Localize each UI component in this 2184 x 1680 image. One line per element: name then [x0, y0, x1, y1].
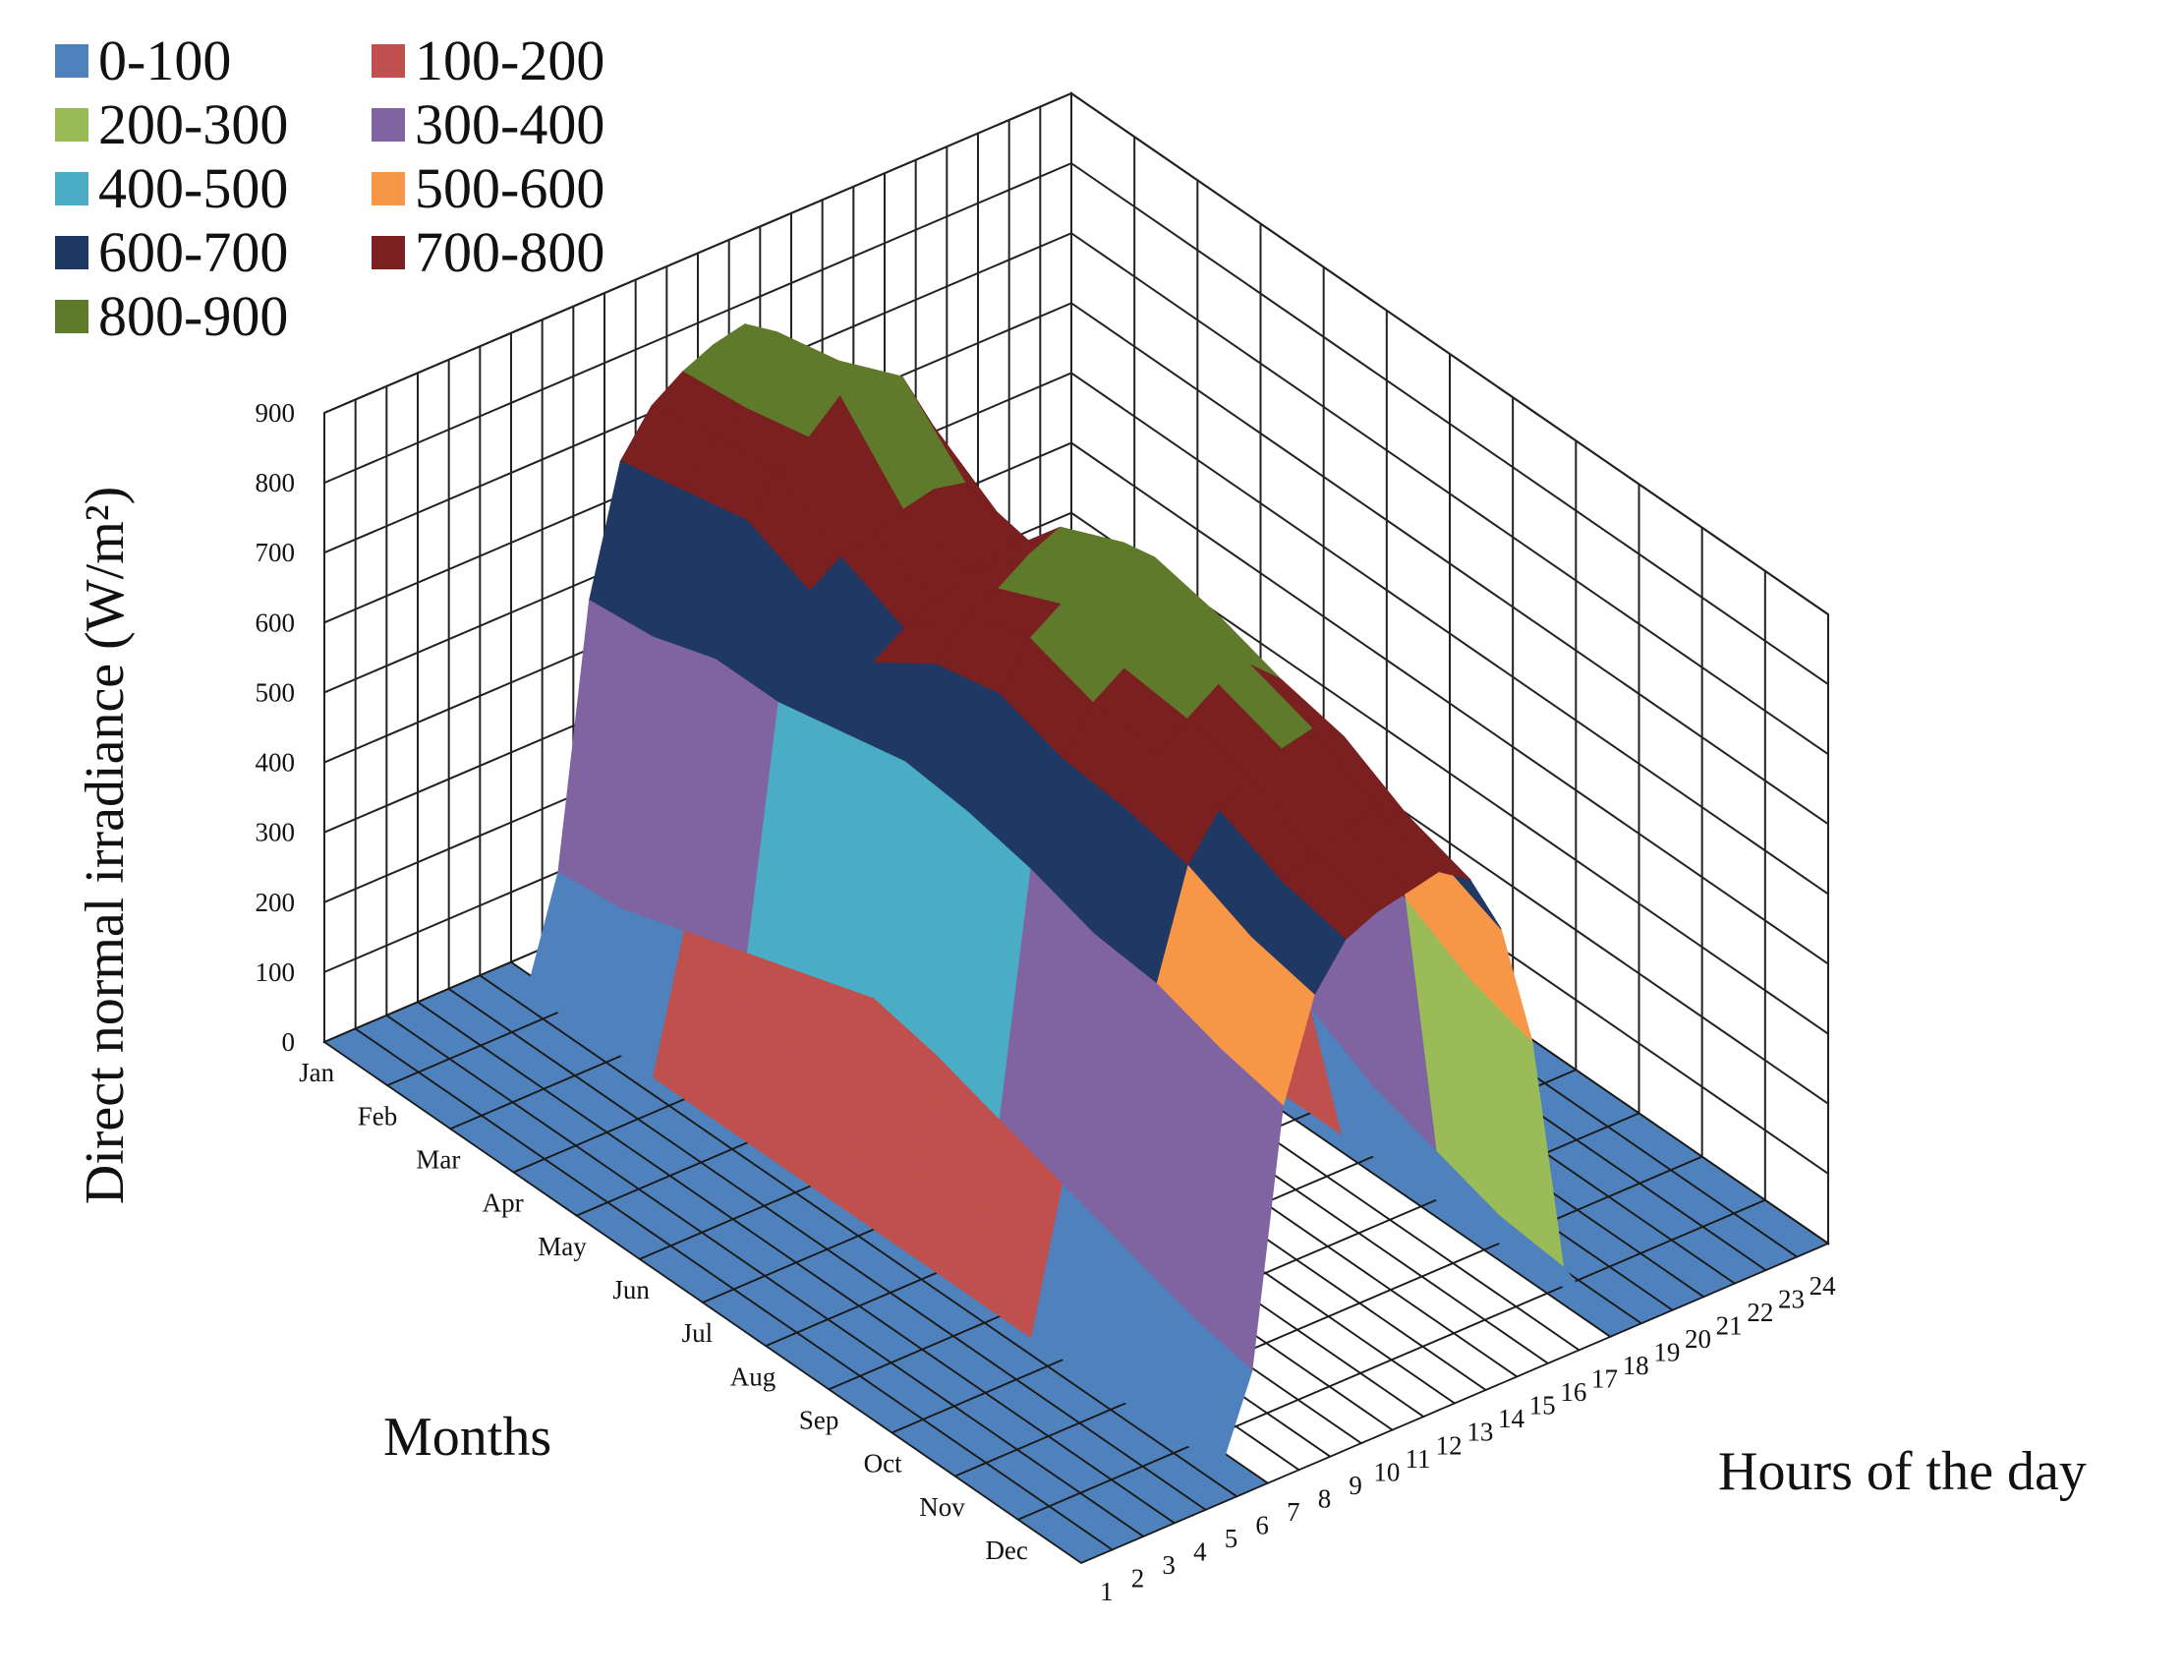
- z-gridline: [323, 91, 1829, 615]
- legend-swatch: [55, 300, 88, 333]
- surface-facet: [1157, 1312, 1253, 1470]
- z-tick-label: 500: [256, 677, 296, 707]
- hour-tick-label: 19: [1653, 1337, 1680, 1366]
- month-tick-label: Jun: [612, 1275, 650, 1304]
- legend-label: 300-400: [415, 92, 605, 156]
- month-tick-label: Jul: [682, 1318, 714, 1348]
- z-tick-label: 600: [256, 608, 296, 637]
- hour-tick-label: 23: [1778, 1284, 1805, 1313]
- z-gridline: [323, 441, 1829, 965]
- hour-tick-label: 24: [1810, 1271, 1837, 1301]
- hour-tick-label: 20: [1685, 1324, 1711, 1354]
- month-tick-label: Feb: [358, 1101, 398, 1130]
- legend-label: 400-500: [98, 156, 289, 220]
- hour-tick-label: 4: [1193, 1537, 1207, 1567]
- legend-label: 800-900: [98, 284, 289, 348]
- legend-item: 500-600: [372, 157, 604, 220]
- legend-label: 200-300: [98, 92, 289, 156]
- hour-tick-label: 7: [1287, 1497, 1300, 1527]
- hour-tick-label: 10: [1373, 1457, 1400, 1486]
- z-axis-title: Direct normal irradiance (W/m²): [75, 487, 136, 1204]
- month-tick-label: Jan: [299, 1058, 334, 1087]
- legend-label: 600-700: [98, 220, 289, 284]
- hour-tick-label: 18: [1623, 1351, 1649, 1380]
- y-axis-title-hours: Hours of the day: [1718, 1441, 2087, 1502]
- hour-tick-label: 9: [1349, 1471, 1362, 1500]
- month-tick-label: Dec: [985, 1535, 1027, 1565]
- z-tick-label: 400: [256, 748, 296, 778]
- z-gridline: [323, 232, 1829, 756]
- month-tick-label: Mar: [416, 1144, 460, 1174]
- hour-tick-label: 3: [1162, 1550, 1176, 1580]
- z-tick-label: 800: [256, 468, 296, 497]
- month-tick-label: Aug: [730, 1361, 776, 1391]
- legend-item: 800-900: [55, 285, 288, 348]
- month-tick-label: Apr: [483, 1188, 524, 1218]
- tick-labels: 0 100 200 300 400 500 600 700 800 900 Jan Feb Mar Apr…: [256, 398, 1837, 1606]
- legend-item: 0-100: [55, 29, 231, 92]
- hour-tick-label: 2: [1131, 1564, 1145, 1593]
- month-tick-label: Nov: [919, 1492, 965, 1522]
- month-tick-label: Sep: [799, 1405, 839, 1434]
- z-gridline: [323, 302, 1829, 826]
- hour-tick-label: 22: [1747, 1298, 1773, 1327]
- legend: 0-100 100-200 200-300 300-400 400-500 500-600…: [55, 29, 645, 354]
- legend-item: 200-300: [55, 93, 288, 156]
- legend-swatch: [55, 44, 88, 78]
- legend-swatch: [372, 236, 405, 269]
- z-tick-label: 900: [256, 398, 296, 428]
- x-axis-title-months: Months: [383, 1407, 551, 1468]
- hour-tick-label: 11: [1406, 1444, 1431, 1474]
- legend-label: 0-100: [98, 29, 232, 92]
- legend-swatch: [55, 108, 88, 142]
- legend-item: 300-400: [372, 93, 604, 156]
- month-tick-label: Oct: [864, 1449, 902, 1478]
- hour-tick-label: 6: [1255, 1511, 1269, 1540]
- hour-tick-label: 5: [1225, 1524, 1238, 1553]
- month-tick-label: May: [538, 1232, 587, 1261]
- z-gridline: [323, 372, 1829, 896]
- z-tick-label: 700: [256, 538, 296, 567]
- legend-swatch: [372, 108, 405, 142]
- floor-cell: [1732, 1198, 1830, 1258]
- z-tick-label: 200: [256, 888, 296, 917]
- legend-label: 700-800: [415, 220, 605, 284]
- legend-swatch: [55, 236, 88, 269]
- hour-tick-label: 8: [1318, 1483, 1332, 1513]
- hour-tick-label: 13: [1466, 1418, 1493, 1447]
- legend-swatch: [372, 44, 405, 78]
- hour-tick-label: 21: [1716, 1310, 1743, 1340]
- legend-item: 400-500: [55, 157, 288, 220]
- hour-tick-label: 14: [1498, 1404, 1525, 1433]
- legend-label: 500-600: [415, 156, 605, 220]
- z-tick-label: 300: [256, 818, 296, 847]
- z-tick-label: 0: [282, 1027, 296, 1057]
- legend-label: 100-200: [415, 29, 605, 92]
- hour-tick-label: 16: [1560, 1377, 1586, 1407]
- legend-item: 100-200: [372, 29, 604, 92]
- z-gridline: [323, 511, 1829, 1035]
- hour-tick-label: 15: [1529, 1391, 1556, 1420]
- legend-swatch: [55, 172, 88, 205]
- legend-swatch: [372, 172, 405, 205]
- hour-tick-label: 12: [1436, 1430, 1463, 1460]
- hour-tick-label: 1: [1100, 1577, 1114, 1606]
- legend-item: 600-700: [55, 221, 288, 284]
- z-gridline: [323, 161, 1829, 685]
- irradiance-surface: [526, 323, 1595, 1470]
- hour-tick-label: 17: [1591, 1364, 1618, 1394]
- z-tick-label: 100: [256, 957, 296, 987]
- legend-item: 700-800: [372, 221, 604, 284]
